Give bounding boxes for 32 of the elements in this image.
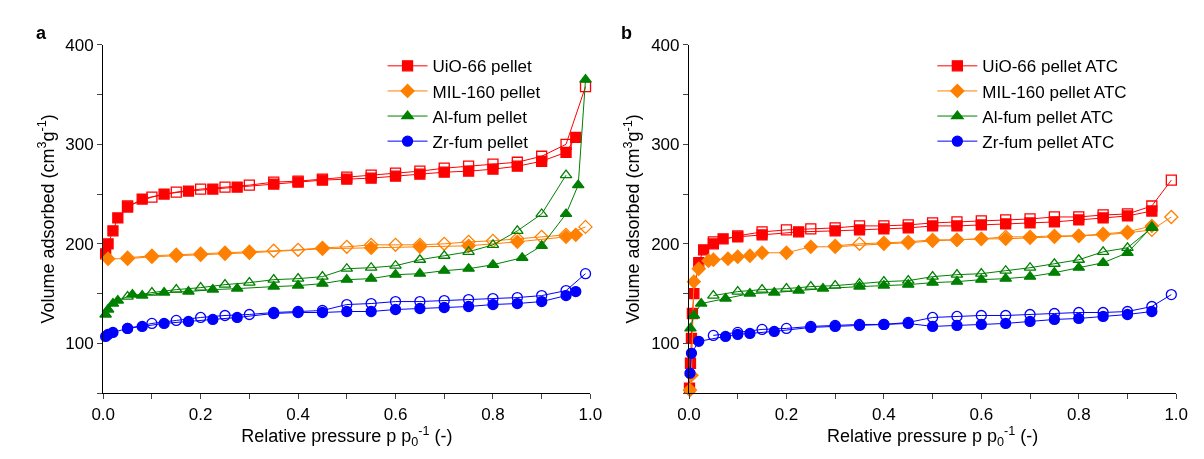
- x-tick-label: 0.0: [677, 404, 701, 424]
- x-tick-label: 0.2: [188, 404, 213, 424]
- y-tick-label: 400: [651, 35, 680, 55]
- x-axis-title: Relative pressure p p$_{0}$$^{-1}$ (-): [241, 423, 453, 449]
- legend-label: Zr-fum pellet: [432, 132, 529, 152]
- legend-label: UiO-66 pellet: [432, 57, 533, 77]
- y-tick-label: 100: [65, 334, 94, 354]
- legend-label: Al-fum pellet: [432, 107, 528, 127]
- y-tick-label: 200: [65, 234, 94, 254]
- x-tick-label: 1.0: [578, 404, 603, 424]
- legend-label: Al-fum pellet ATC: [982, 107, 1114, 127]
- x-tick-label: 0.2: [774, 404, 799, 424]
- x-tick-label: 0.6: [383, 404, 408, 424]
- x-axis-title: Relative pressure p p$_{0}$$^{-1}$ (-): [826, 423, 1039, 449]
- y-tick-label: 200: [651, 234, 680, 254]
- y-tick-label: 300: [65, 135, 94, 155]
- x-tick-label: 0.8: [481, 404, 505, 424]
- chart-title: b: [621, 23, 632, 43]
- legend-label: MIL-160 pellet ATC: [982, 82, 1127, 102]
- y-tick-label: 100: [651, 334, 680, 354]
- x-tick-label: 0.4: [872, 404, 896, 424]
- x-tick-label: 0.8: [1066, 404, 1091, 424]
- legend-label: UiO-66 pellet ATC: [982, 57, 1119, 77]
- y-tick-label: 300: [651, 135, 680, 155]
- y-tick-label: 400: [65, 35, 94, 55]
- x-tick-label: 0.0: [91, 404, 116, 424]
- x-tick-label: 0.6: [969, 404, 994, 424]
- legend-label: Zr-fum pellet ATC: [982, 132, 1115, 152]
- x-tick-label: 0.4: [286, 404, 310, 424]
- x-tick-label: 1.0: [1164, 404, 1189, 424]
- chart-title: a: [36, 23, 47, 43]
- legend-label: MIL-160 pellet: [432, 82, 541, 102]
